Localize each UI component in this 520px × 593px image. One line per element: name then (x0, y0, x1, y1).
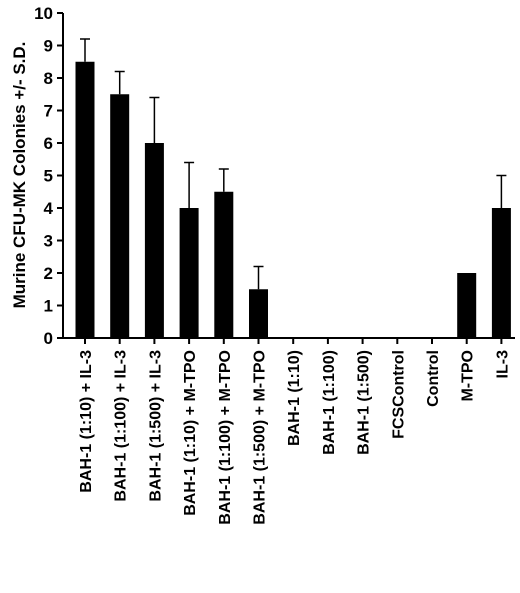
x-category-label: FCSControl (390, 350, 407, 439)
y-tick-label: 3 (44, 232, 53, 251)
x-category-label: BAH-1 (1:10) + M-TPO (182, 350, 199, 516)
y-tick-label: 9 (44, 37, 53, 56)
bar (179, 208, 199, 338)
x-category-label: M-TPO (460, 350, 477, 402)
y-tick-label: 4 (44, 199, 54, 218)
x-category-label: BAH-1 (1:500) + M-TPO (252, 350, 269, 525)
bar (110, 94, 130, 338)
y-tick-label: 2 (44, 264, 53, 283)
y-tick-label: 0 (44, 329, 53, 348)
x-category-label: BAH-1 (1:100) + M-TPO (217, 350, 234, 525)
y-tick-label: 8 (44, 69, 53, 88)
bar (249, 289, 268, 338)
y-tick-label: 7 (44, 102, 53, 121)
bar (491, 208, 511, 338)
x-category-label: BAH-1 (1:10) (286, 350, 303, 446)
plot-area: 0 1 2 3 4 5 6 7 8 9 10 BAH-1 (1:10) + IL-3 BAH-1 (1:… (34, 4, 515, 525)
x-category-label: Control (425, 350, 442, 407)
bar (75, 61, 95, 338)
x-category-label: BAH-1 (1:10) + IL-3 (78, 350, 95, 493)
y-tick-label: 6 (44, 134, 53, 153)
x-category-label: IL-3 (494, 350, 511, 379)
bar (144, 143, 164, 338)
x-category-label: BAH-1 (1:500) (356, 350, 373, 455)
x-category-label: BAH-1 (1:100) (321, 350, 338, 455)
y-tick-label: 10 (34, 4, 53, 23)
x-category-label: BAH-1 (1:100) + IL-3 (113, 350, 130, 502)
bar (214, 191, 234, 338)
y-axis-title: Murine CFU-MK Colonies +/- S.D. (10, 42, 29, 309)
y-tick-label: 5 (44, 167, 53, 186)
bar (457, 273, 477, 338)
x-category-label: BAH-1 (1:500) + IL-3 (147, 350, 164, 502)
y-tick-label: 1 (44, 297, 53, 316)
